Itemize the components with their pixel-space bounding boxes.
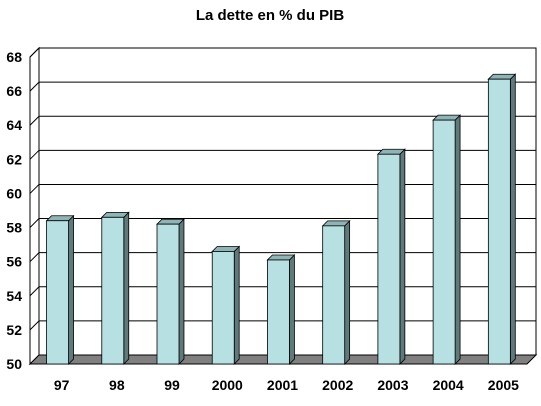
bar-side bbox=[454, 114, 461, 365]
y-tick-label: 58 bbox=[6, 220, 22, 236]
bar-front bbox=[322, 225, 346, 365]
x-tick-label: 2003 bbox=[377, 377, 408, 393]
x-tick-label: 2001 bbox=[267, 377, 298, 393]
gridline bbox=[29, 183, 536, 194]
bar-top bbox=[211, 246, 241, 252]
bar-front bbox=[432, 119, 456, 365]
bar bbox=[321, 219, 351, 365]
chart-title: La dette en % du PIB bbox=[196, 7, 345, 24]
x-axis-ticks: 97 98 99 2000 2001 2002 2003 2004 2005 bbox=[54, 377, 519, 393]
gridline bbox=[29, 149, 536, 160]
bar-front bbox=[101, 216, 125, 365]
y-tick-label: 66 bbox=[6, 83, 22, 99]
x-tick-label: 98 bbox=[109, 377, 125, 393]
x-tick-label: 2002 bbox=[322, 377, 353, 393]
gridline bbox=[29, 47, 536, 58]
x-tick-label: 2000 bbox=[212, 377, 243, 393]
bar bbox=[376, 148, 406, 365]
bar-top bbox=[487, 73, 517, 80]
bar bbox=[211, 245, 241, 365]
bar-front bbox=[211, 251, 235, 365]
y-axis-ticks: 50 52 54 56 58 60 62 64 66 68 bbox=[6, 49, 22, 372]
bar bbox=[266, 254, 296, 365]
bars bbox=[45, 73, 517, 365]
bar-top bbox=[376, 148, 406, 155]
x-tick-label: 2005 bbox=[488, 377, 519, 393]
gridline bbox=[29, 252, 536, 263]
gridline bbox=[29, 320, 536, 331]
bar-side bbox=[123, 211, 130, 365]
bar-front bbox=[267, 259, 290, 365]
bar-top bbox=[266, 254, 296, 261]
y-tick-label: 60 bbox=[6, 185, 22, 201]
bar-front bbox=[156, 223, 180, 365]
bar-front bbox=[487, 78, 511, 365]
y-tick-label: 52 bbox=[6, 322, 22, 338]
bar-side bbox=[399, 148, 406, 365]
bar-side bbox=[344, 219, 351, 365]
x-tick-label: 2004 bbox=[433, 377, 464, 393]
gridline bbox=[29, 81, 536, 92]
bar-top bbox=[45, 215, 75, 222]
y-tick-label: 56 bbox=[6, 254, 22, 270]
bar bbox=[45, 214, 75, 365]
y-tick-label: 68 bbox=[6, 49, 22, 65]
bar-side bbox=[289, 254, 295, 365]
bar-side bbox=[68, 214, 74, 365]
bar bbox=[487, 73, 517, 365]
x-tick-label: 99 bbox=[164, 377, 180, 393]
y-tick-label: 50 bbox=[6, 356, 22, 372]
y-tick-label: 64 bbox=[6, 117, 22, 133]
bar-side bbox=[178, 218, 185, 365]
gridlines bbox=[29, 47, 536, 331]
bar-top bbox=[321, 220, 351, 227]
bar-top bbox=[100, 211, 130, 218]
x-tick-label: 97 bbox=[54, 377, 70, 393]
gridline bbox=[29, 218, 536, 228]
gridline bbox=[29, 115, 536, 126]
bar bbox=[100, 211, 130, 365]
y-tick-label: 62 bbox=[6, 151, 22, 167]
bar bbox=[432, 114, 462, 365]
bar-side bbox=[509, 73, 516, 365]
side-wall bbox=[29, 46, 40, 366]
bar-top bbox=[432, 114, 462, 121]
bar-top bbox=[156, 218, 185, 225]
bar bbox=[156, 218, 185, 365]
bar-front bbox=[46, 220, 69, 365]
gridline bbox=[29, 286, 536, 297]
y-tick-label: 54 bbox=[6, 288, 22, 304]
bar-side bbox=[233, 245, 240, 365]
bar-front bbox=[377, 153, 401, 365]
